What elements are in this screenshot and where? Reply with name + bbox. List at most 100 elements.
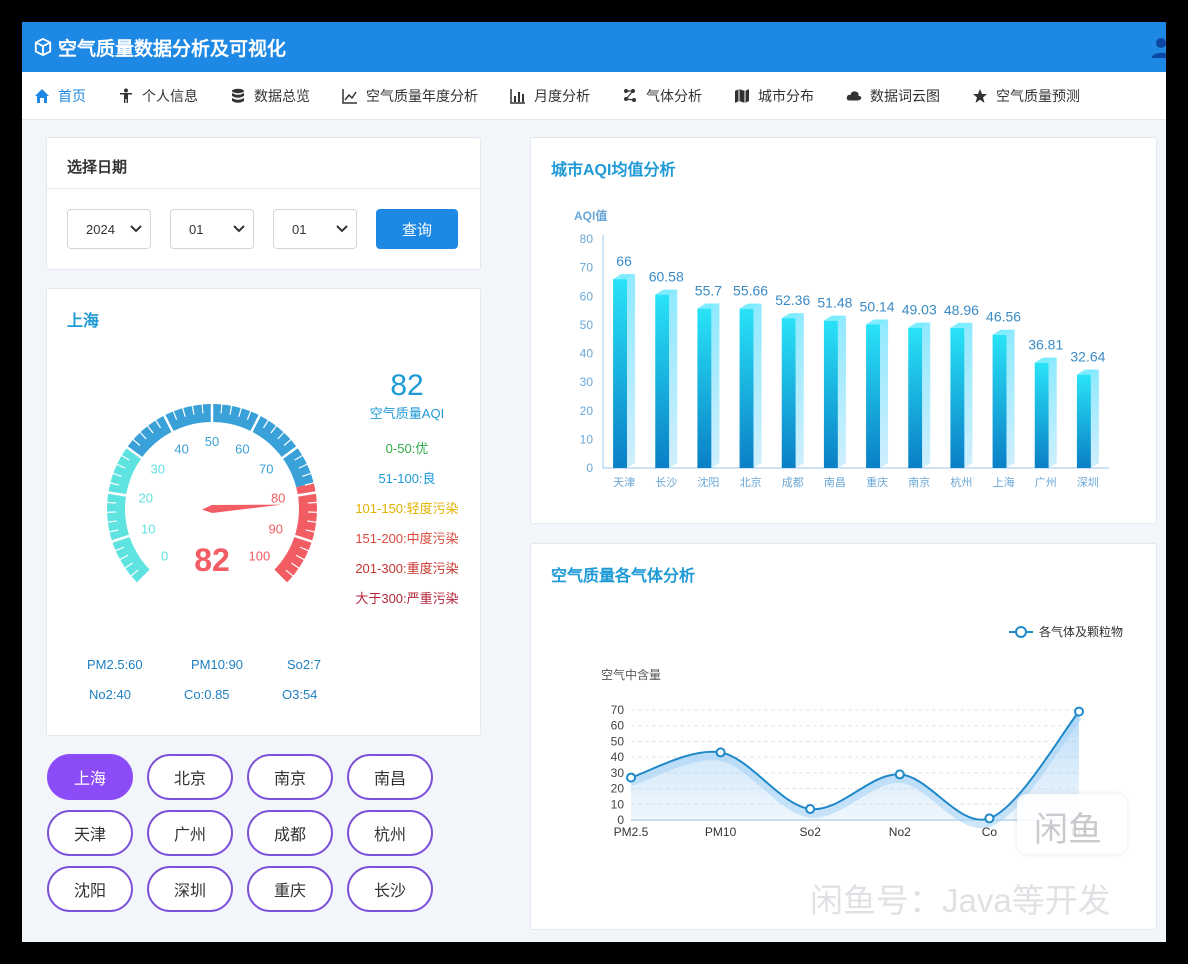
- nav-item-overview[interactable]: 数据总览: [230, 86, 310, 106]
- user-icon[interactable]: [1150, 36, 1166, 58]
- gauge-tick-label: 0: [161, 548, 168, 563]
- city-button[interactable]: 南京: [247, 754, 333, 800]
- aqi-level-item: 大于300:严重污染: [355, 591, 459, 606]
- gas-legend-label[interactable]: 各气体及颗粒物: [1039, 624, 1123, 639]
- bar-category-label: 长沙: [655, 476, 677, 489]
- nav-item-yearly[interactable]: 空气质量年度分析: [342, 86, 478, 106]
- bar-y-tick-label: 30: [580, 375, 594, 389]
- city-button[interactable]: 长沙: [347, 866, 433, 912]
- bar-front: [655, 294, 670, 468]
- city-button[interactable]: 重庆: [247, 866, 333, 912]
- year-select[interactable]: 2024: [67, 209, 151, 249]
- bar-category-label: 广州: [1035, 476, 1057, 489]
- city-button[interactable]: 广州: [147, 810, 233, 856]
- nav-item-gas[interactable]: 气体分析: [622, 86, 702, 106]
- bar-side: [880, 319, 889, 468]
- bar-top: [781, 313, 804, 319]
- gauge-tick: [307, 520, 318, 523]
- nav-item-forecast[interactable]: 空气质量预测: [972, 86, 1080, 106]
- gas-category-label: No2: [889, 825, 911, 839]
- gauge-tick-label: 90: [268, 522, 282, 537]
- bar-category-label: 南昌: [824, 476, 846, 489]
- pollutant-pm25: PM2.5:60: [87, 657, 143, 672]
- gauge-tick: [120, 454, 130, 461]
- gas-category-label: Co: [982, 825, 998, 839]
- bar-side: [1006, 329, 1015, 468]
- nav-item-label: 气体分析: [646, 87, 702, 104]
- gauge-tick: [108, 529, 119, 533]
- city-button[interactable]: 成都: [247, 810, 333, 856]
- chevron-down-icon: [130, 225, 142, 233]
- nav-item-wordcloud[interactable]: 数据词云图: [846, 86, 940, 106]
- bar-category-label: 深圳: [1077, 476, 1099, 489]
- gas-y-tick-label: 0: [617, 813, 624, 827]
- nav-item-monthly[interactable]: 月度分析: [510, 86, 590, 106]
- gauge-tick: [136, 566, 155, 585]
- gauge-tick: [146, 424, 154, 434]
- nav-item-label: 个人信息: [142, 87, 198, 104]
- city-button[interactable]: 上海: [47, 754, 133, 800]
- gauge-tick: [106, 501, 117, 504]
- bar-side: [837, 315, 846, 468]
- aqi-label: 空气质量AQI: [369, 406, 445, 421]
- gas-point: [894, 769, 905, 780]
- city-button[interactable]: 南昌: [347, 754, 433, 800]
- nav-item-profile[interactable]: 个人信息: [118, 86, 198, 106]
- bar-category-label: 南京: [908, 475, 930, 489]
- gauge-tick: [139, 431, 147, 440]
- gauge-tick: [109, 482, 120, 486]
- bar-top: [866, 319, 889, 325]
- bar-side: [922, 322, 931, 468]
- bar-value-label: 60.58: [649, 269, 684, 285]
- gas-y-tick-label: 40: [611, 750, 625, 764]
- cloud-icon: [846, 90, 862, 100]
- day-select[interactable]: 01: [273, 209, 357, 249]
- bar-y-tick-label: 40: [580, 347, 594, 361]
- gauge-pointer: [202, 504, 282, 513]
- date-picker-card: 选择日期 2024 01 01 查询: [46, 137, 481, 270]
- city-button[interactable]: 北京: [147, 754, 233, 800]
- gauge-tick: [283, 438, 292, 446]
- gauge-tick: [132, 438, 141, 446]
- bar-category-label: 沈阳: [697, 475, 719, 489]
- gas-y-tick-label: 30: [611, 766, 625, 780]
- city-button[interactable]: 杭州: [347, 810, 433, 856]
- bar-y-axis-label: AQI值: [574, 208, 607, 223]
- gas-point: [626, 772, 636, 783]
- gauge-tick: [246, 410, 252, 420]
- nav-item-home[interactable]: 首页: [34, 86, 86, 106]
- gauge-band: [273, 482, 317, 584]
- nav-item-label: 空气质量预测: [996, 87, 1080, 104]
- nav-item-city-map[interactable]: 城市分布: [734, 86, 814, 106]
- city-button[interactable]: 深圳: [147, 866, 233, 912]
- gauge-tick-label: 60: [235, 441, 249, 456]
- aqi-bar-chart: AQI值 0 10 20 30 40 50 60 70 80 66 天津 60.58 长沙 55.7 沈阳 55…: [574, 208, 1109, 489]
- bar-side: [627, 274, 636, 468]
- month-select[interactable]: 01: [170, 209, 254, 249]
- bar-chart-title: 城市AQI均值分析: [551, 162, 676, 179]
- city-button[interactable]: 天津: [47, 810, 133, 856]
- gauge-tick: [295, 554, 306, 561]
- gauge-tick-label: 30: [151, 462, 165, 477]
- bar-top: [1034, 357, 1057, 363]
- gauge-tick: [125, 445, 146, 462]
- bar-category-label: 重庆: [866, 475, 888, 489]
- bar-front: [781, 318, 796, 468]
- gauge-tick: [291, 562, 301, 570]
- query-button[interactable]: 查询: [376, 209, 458, 249]
- bar-top: [992, 329, 1015, 335]
- bar-side: [669, 289, 678, 468]
- gauge-tick-label: 20: [139, 491, 153, 506]
- bar-front: [739, 308, 754, 468]
- city-button[interactable]: 沈阳: [47, 866, 133, 912]
- bar-side: [1048, 357, 1057, 468]
- bar-y-tick-label: 80: [580, 232, 594, 246]
- bar-category-label: 天津: [613, 476, 635, 489]
- gauge-tick: [181, 407, 186, 417]
- nav-item-label: 数据词云图: [870, 87, 940, 104]
- bar-y-tick-label: 50: [580, 318, 594, 332]
- bar-category-label: 北京: [740, 475, 762, 489]
- gauge-tick: [285, 569, 295, 578]
- bar-top: [655, 289, 678, 295]
